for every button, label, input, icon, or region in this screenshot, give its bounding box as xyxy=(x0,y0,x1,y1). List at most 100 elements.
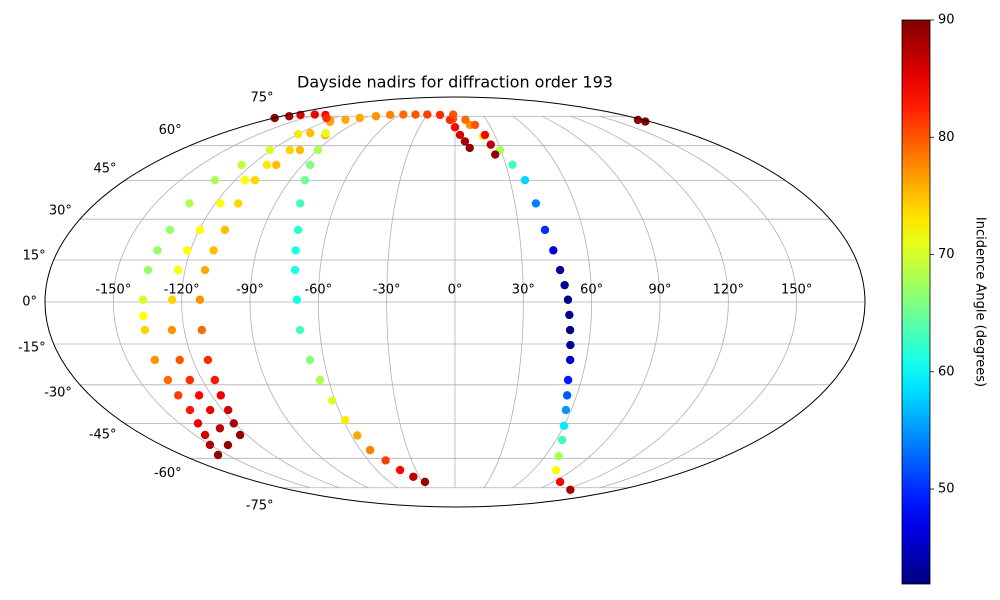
x-tick-label: 90° xyxy=(648,283,671,298)
data-point xyxy=(213,450,223,460)
x-tick-label: -120° xyxy=(164,283,200,298)
data-point xyxy=(559,421,569,431)
data-point xyxy=(195,225,205,235)
data-point xyxy=(460,137,470,146)
data-point xyxy=(420,477,430,487)
data-point xyxy=(411,110,420,119)
data-point xyxy=(193,419,203,428)
colorbar-tick-label: 50 xyxy=(938,482,955,497)
data-point xyxy=(540,225,550,235)
data-point xyxy=(355,113,365,123)
colorbar-tick-label: 60 xyxy=(938,364,955,379)
data-point xyxy=(235,430,245,440)
lon-grid-line xyxy=(112,115,311,489)
data-point xyxy=(531,199,541,208)
data-point xyxy=(305,355,315,365)
data-point xyxy=(138,295,148,304)
data-point xyxy=(139,311,148,321)
data-point xyxy=(565,325,575,335)
data-point xyxy=(223,405,233,415)
x-tick-label: 60° xyxy=(580,283,603,298)
data-point xyxy=(395,465,405,475)
data-point xyxy=(327,396,337,405)
data-point xyxy=(450,123,460,132)
data-point xyxy=(223,440,233,450)
x-tick-label: 150° xyxy=(781,283,812,298)
colorbar xyxy=(901,19,931,585)
data-point xyxy=(508,160,517,169)
data-point xyxy=(174,391,183,400)
data-point xyxy=(470,120,480,130)
colorbar-label: Incidence Angle (degrees) xyxy=(973,217,988,387)
lon-grid-line xyxy=(317,115,398,489)
y-tick-label: 45° xyxy=(94,161,117,176)
data-point xyxy=(563,295,573,304)
y-tick-label: 15° xyxy=(23,248,46,263)
data-point xyxy=(205,405,215,415)
data-point xyxy=(455,130,465,140)
data-point xyxy=(216,391,225,400)
data-point xyxy=(315,375,325,385)
data-point xyxy=(291,246,300,255)
y-tick-label: 60° xyxy=(159,123,182,138)
grid xyxy=(45,115,865,489)
data-point xyxy=(167,295,177,304)
data-point xyxy=(381,456,390,465)
data-point xyxy=(163,375,173,385)
data-point xyxy=(150,355,160,365)
x-tick-label: -60° xyxy=(304,283,332,298)
y-tick-label: 0° xyxy=(22,295,37,310)
data-point xyxy=(554,451,563,461)
points xyxy=(138,110,650,494)
data-point xyxy=(200,430,210,440)
data-point xyxy=(285,145,295,155)
data-point xyxy=(237,160,246,170)
x-tick-label: 120° xyxy=(713,283,744,298)
data-point xyxy=(290,265,300,275)
lon-grid-line xyxy=(570,115,729,489)
data-point xyxy=(167,325,177,335)
data-point xyxy=(480,130,490,140)
data-point xyxy=(562,391,572,400)
data-point xyxy=(140,325,150,335)
data-point xyxy=(557,435,567,445)
y-tick-label: -60° xyxy=(154,466,182,481)
data-point xyxy=(240,175,250,185)
colorbar-tick-label: 70 xyxy=(938,247,955,262)
colorbar-tick-label: 90 xyxy=(938,13,955,28)
data-point xyxy=(262,160,272,170)
x-tick-label: -90° xyxy=(236,283,264,298)
data-point xyxy=(409,472,418,481)
data-point xyxy=(185,375,195,385)
data-point xyxy=(313,145,323,155)
data-point xyxy=(265,145,275,155)
data-point xyxy=(293,129,303,139)
data-point xyxy=(296,199,305,208)
lon-grid-line xyxy=(249,115,369,489)
data-point xyxy=(551,465,561,475)
x-tick-label: -30° xyxy=(373,283,401,298)
colorbar-tick-label: 80 xyxy=(938,130,955,145)
data-point xyxy=(220,225,230,235)
data-point xyxy=(520,175,530,185)
data-point xyxy=(423,110,432,119)
lon-grid-line xyxy=(483,116,524,488)
data-point xyxy=(153,246,162,255)
chart-title: Dayside nadirs for diffraction order 193 xyxy=(297,73,613,92)
data-point xyxy=(555,265,565,275)
y-tick-label: -15° xyxy=(18,341,46,356)
data-point xyxy=(565,310,574,320)
data-point xyxy=(340,415,350,425)
data-point xyxy=(175,355,184,365)
data-point xyxy=(365,445,375,455)
data-point xyxy=(300,175,310,185)
y-tick-label: -75° xyxy=(246,498,274,513)
data-point xyxy=(461,115,470,124)
data-point xyxy=(200,265,210,275)
data-point xyxy=(203,355,213,365)
data-point xyxy=(341,115,350,124)
data-point xyxy=(465,143,474,153)
data-point xyxy=(565,355,575,365)
data-point xyxy=(210,175,220,185)
data-point xyxy=(293,225,303,235)
